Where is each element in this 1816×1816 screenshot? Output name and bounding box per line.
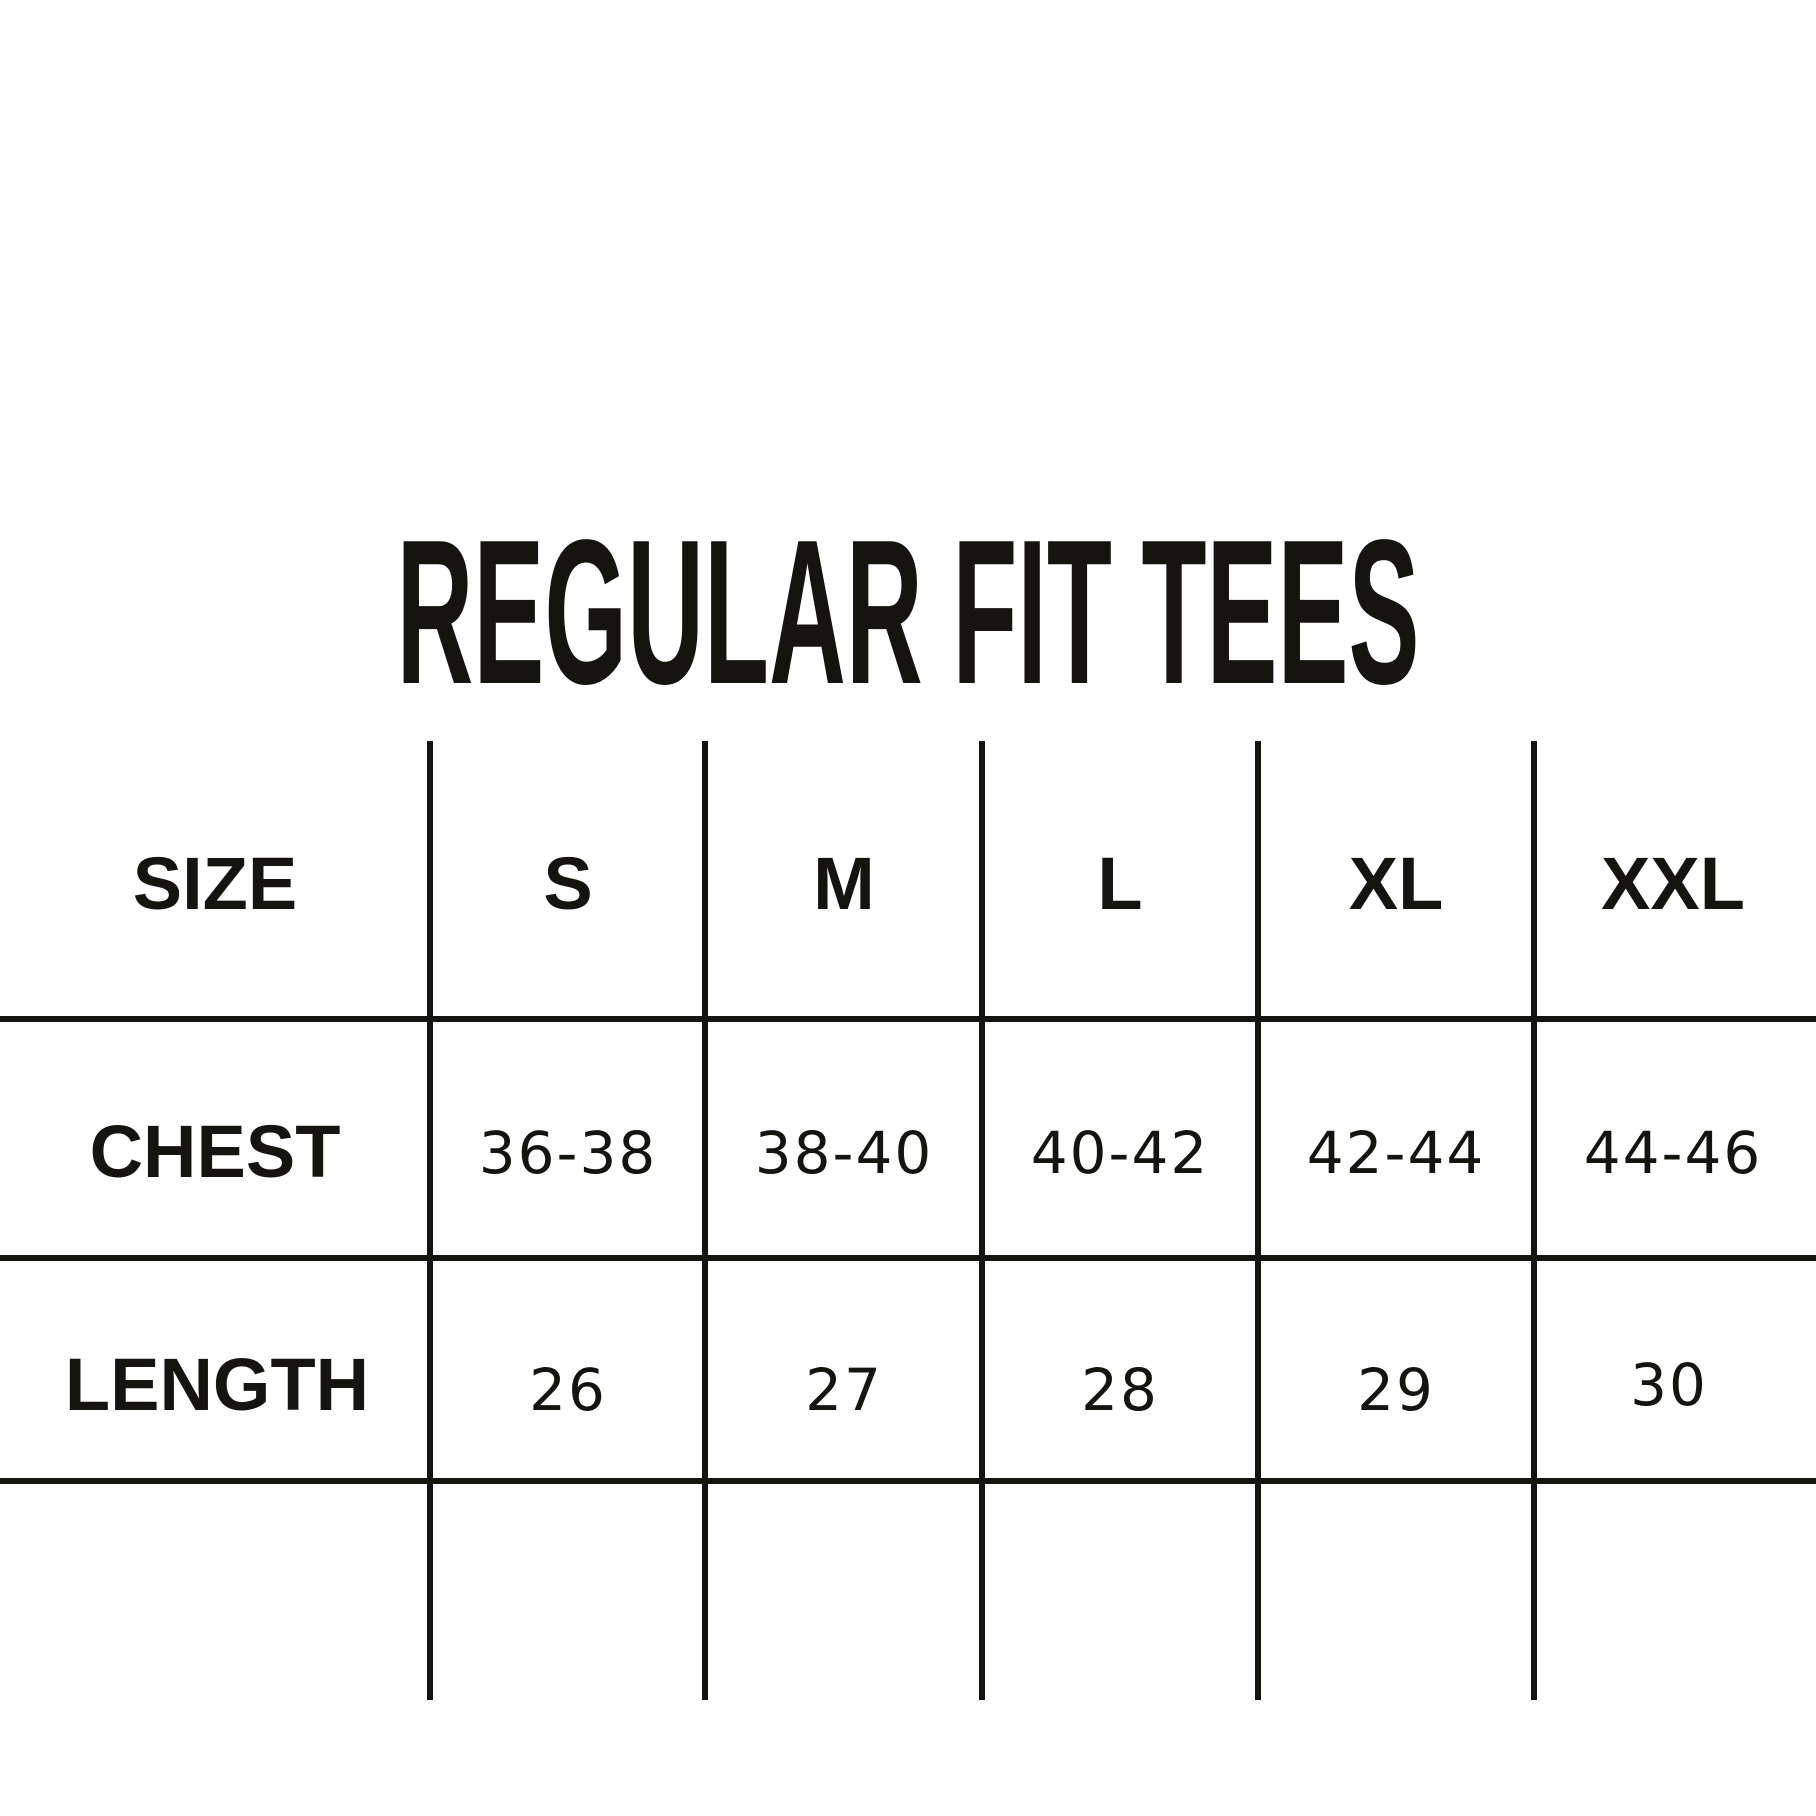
chest-value: 44-46 <box>1584 1119 1763 1187</box>
length-value: 28 <box>1081 1356 1159 1424</box>
chest-value: 42-44 <box>1307 1119 1486 1187</box>
chest-value: 40-42 <box>1031 1119 1210 1187</box>
row-label-size: SIZE <box>133 842 297 925</box>
length-row: LENGTH 26 27 28 29 30 <box>65 1343 1708 1426</box>
row-label-length: LENGTH <box>65 1343 369 1426</box>
size-s: S <box>543 842 592 925</box>
length-value: 27 <box>805 1356 883 1424</box>
header-row: SIZE S M L XL XXL <box>133 842 1745 925</box>
length-value: 30 <box>1630 1351 1708 1419</box>
size-xxl: XXL <box>1601 842 1745 925</box>
chest-row: CHEST 36-38 38-40 40-42 42-44 44-46 <box>90 1110 1763 1193</box>
page-title: REGULAR FIT TEES <box>397 497 1420 727</box>
size-xl: XL <box>1349 842 1444 925</box>
size-l: L <box>1097 842 1142 925</box>
chest-value: 38-40 <box>755 1119 934 1187</box>
length-value: 26 <box>529 1356 607 1424</box>
length-value: 29 <box>1357 1356 1435 1424</box>
size-m: M <box>813 842 875 925</box>
chest-value: 36-38 <box>479 1119 658 1187</box>
row-label-chest: CHEST <box>90 1110 341 1193</box>
grid-lines <box>0 741 1816 1700</box>
